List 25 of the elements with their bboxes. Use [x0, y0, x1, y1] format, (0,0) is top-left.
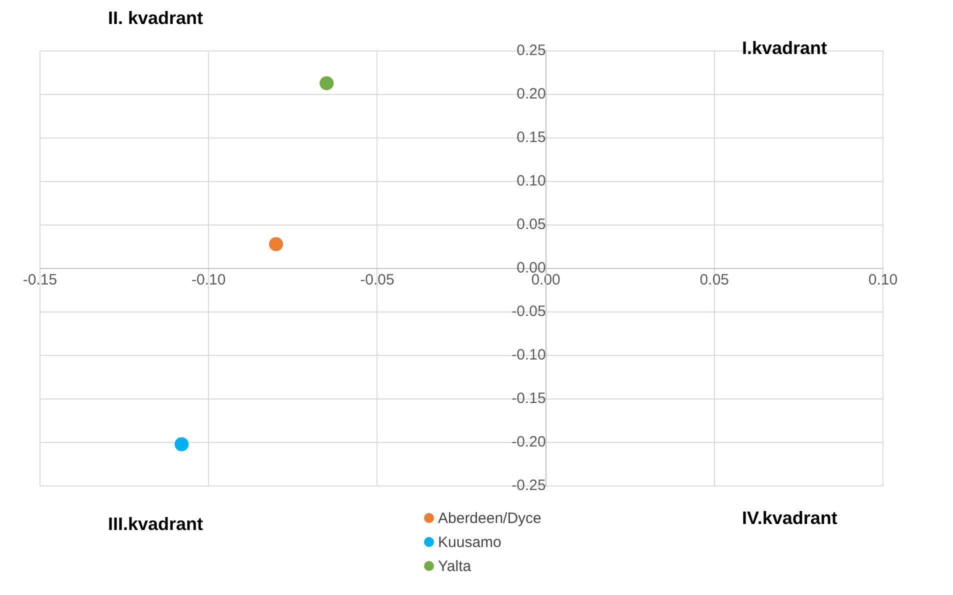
- y-tick-label: -0.05: [512, 303, 546, 320]
- y-tick-label: -0.10: [512, 346, 546, 364]
- text: III.kvadrant: [108, 514, 204, 535]
- y-tick-label: -0.20: [512, 434, 546, 451]
- y-tick-label: 0.20: [516, 86, 546, 103]
- x-tick-label: -0.10: [192, 272, 226, 289]
- y-tick-label: -0.15: [512, 390, 546, 408]
- annotation: I.kvadrant: [742, 38, 828, 59]
- point: [174, 437, 189, 452]
- point: [320, 76, 334, 90]
- legend-label: Yalta: [437, 556, 472, 576]
- text: IV.kvadrant: [742, 508, 838, 529]
- x-tick-label: 0.05: [700, 272, 729, 289]
- point: [269, 237, 284, 252]
- y-tick-label: 0.25: [516, 42, 546, 60]
- y-tick-label: 0.15: [516, 129, 546, 146]
- legend-label: Kuusamo: [437, 532, 502, 552]
- text: II. kvadrant: [108, 8, 204, 29]
- y-tick-label: 0.05: [516, 216, 546, 234]
- x-tick-label: -0.05: [360, 272, 394, 289]
- y-tick-label: -0.25: [512, 477, 546, 494]
- x-tick-label: -0.15: [22, 272, 58, 289]
- x-tick-label: 0.10: [868, 272, 898, 289]
- legend-label: Aberdeen/Dyce: [437, 508, 542, 528]
- y-tick-label: 0.10: [516, 172, 546, 190]
